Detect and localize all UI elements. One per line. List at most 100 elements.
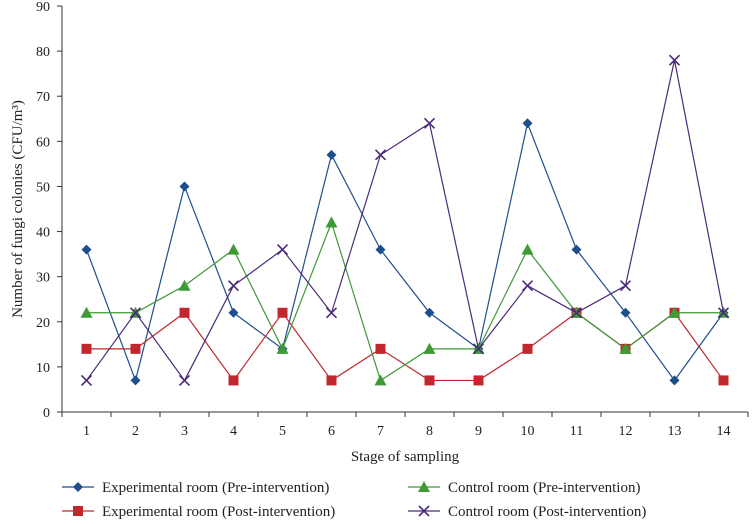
x-tick-label: 9 — [475, 424, 482, 439]
legend-item: Control room (Post-intervention) — [408, 504, 646, 520]
series-2 — [81, 307, 729, 386]
data-point — [227, 243, 240, 255]
x-tick-label: 5 — [279, 424, 286, 439]
data-point — [619, 280, 632, 292]
data-point-stroke — [80, 374, 93, 386]
x-tick-label: 12 — [619, 424, 633, 439]
data-point — [570, 307, 583, 319]
legend-label: Control room (Post-intervention) — [448, 504, 646, 520]
legend-marker — [418, 481, 430, 492]
data-point — [374, 149, 387, 161]
data-point — [522, 343, 533, 354]
data-point — [326, 149, 337, 160]
x-tick-label: 14 — [717, 424, 731, 439]
data-point — [571, 244, 582, 255]
x-tick-label: 10 — [521, 424, 535, 439]
legend-marker-stroke — [418, 505, 430, 517]
data-point — [374, 374, 387, 386]
data-point — [375, 343, 386, 354]
legend: Experimental room (Pre-intervention) Expe… — [62, 480, 646, 520]
series-1 — [81, 118, 729, 386]
legend-item: Control room (Pre-intervention) — [408, 480, 640, 496]
series-line — [86, 60, 725, 382]
data-point — [375, 244, 386, 255]
series-line — [86, 220, 724, 382]
data-point — [718, 375, 729, 386]
y-tick-label: 20 — [36, 316, 50, 331]
data-point — [276, 342, 289, 354]
data-point-stroke — [374, 149, 387, 161]
data-point — [227, 280, 240, 292]
legend-label: Experimental room (Post-intervention) — [102, 504, 335, 520]
x-tick-label: 3 — [181, 424, 188, 439]
data-point-stroke — [619, 280, 632, 292]
data-point-stroke — [129, 307, 142, 319]
series-layer — [80, 54, 730, 386]
legend-label: Control room (Pre-intervention) — [448, 480, 640, 496]
data-point — [669, 375, 680, 386]
data-point — [179, 181, 190, 192]
data-point — [423, 117, 436, 129]
data-point — [228, 307, 239, 318]
data-point — [472, 343, 485, 355]
data-point — [668, 54, 681, 66]
y-tick-label: 40 — [36, 226, 50, 241]
data-point — [424, 307, 435, 318]
x-tick-label: 1 — [83, 424, 90, 439]
data-point — [522, 118, 533, 129]
data-point — [228, 375, 239, 386]
data-point — [179, 307, 190, 318]
data-point-stroke — [668, 54, 681, 66]
data-point-stroke — [276, 244, 289, 256]
data-point — [325, 307, 338, 319]
data-point — [81, 343, 92, 354]
legend-item: Experimental room (Post-intervention) — [62, 504, 335, 520]
y-tick-label: 60 — [36, 135, 50, 150]
data-point — [130, 375, 141, 386]
y-tick-label: 90 — [36, 0, 50, 15]
legend-marker — [73, 482, 83, 492]
data-point — [178, 279, 191, 291]
x-tick-label: 8 — [426, 424, 433, 439]
data-point — [81, 244, 92, 255]
data-point — [717, 307, 730, 319]
data-point-stroke — [717, 307, 730, 319]
data-point — [619, 342, 632, 354]
y-tick-label: 30 — [36, 271, 50, 286]
data-point — [620, 307, 631, 318]
data-point — [521, 243, 534, 255]
y-tick-label: 50 — [36, 180, 50, 195]
legend-marker — [73, 506, 83, 516]
data-point — [668, 306, 681, 318]
data-point-stroke — [472, 343, 485, 355]
data-point — [178, 374, 191, 386]
data-point-stroke — [423, 117, 436, 129]
data-point — [424, 375, 435, 386]
series-3 — [80, 216, 730, 386]
y-tick-label: 70 — [36, 90, 50, 105]
x-tick-label: 7 — [377, 424, 384, 439]
legend-marker — [418, 505, 430, 517]
data-point-stroke — [325, 307, 338, 319]
x-tick-label: 11 — [570, 424, 583, 439]
y-tick-label: 0 — [43, 406, 50, 421]
y-tick-label: 80 — [36, 45, 50, 60]
data-point — [130, 343, 141, 354]
data-point — [423, 342, 436, 354]
data-point — [80, 306, 93, 318]
data-point — [326, 375, 337, 386]
y-tick-label: 10 — [36, 361, 50, 376]
series-4 — [80, 54, 730, 386]
data-point — [325, 216, 338, 228]
y-axis-title: Number of fungi colonies (CFU/m³) — [10, 100, 26, 318]
data-point — [129, 307, 142, 319]
data-point — [277, 307, 288, 318]
data-point-stroke — [227, 280, 240, 292]
series-line — [85, 121, 724, 383]
x-tick-label: 13 — [668, 424, 682, 439]
legend-label: Experimental room (Pre-intervention) — [102, 480, 329, 496]
data-point-stroke — [178, 374, 191, 386]
data-point — [473, 375, 484, 386]
